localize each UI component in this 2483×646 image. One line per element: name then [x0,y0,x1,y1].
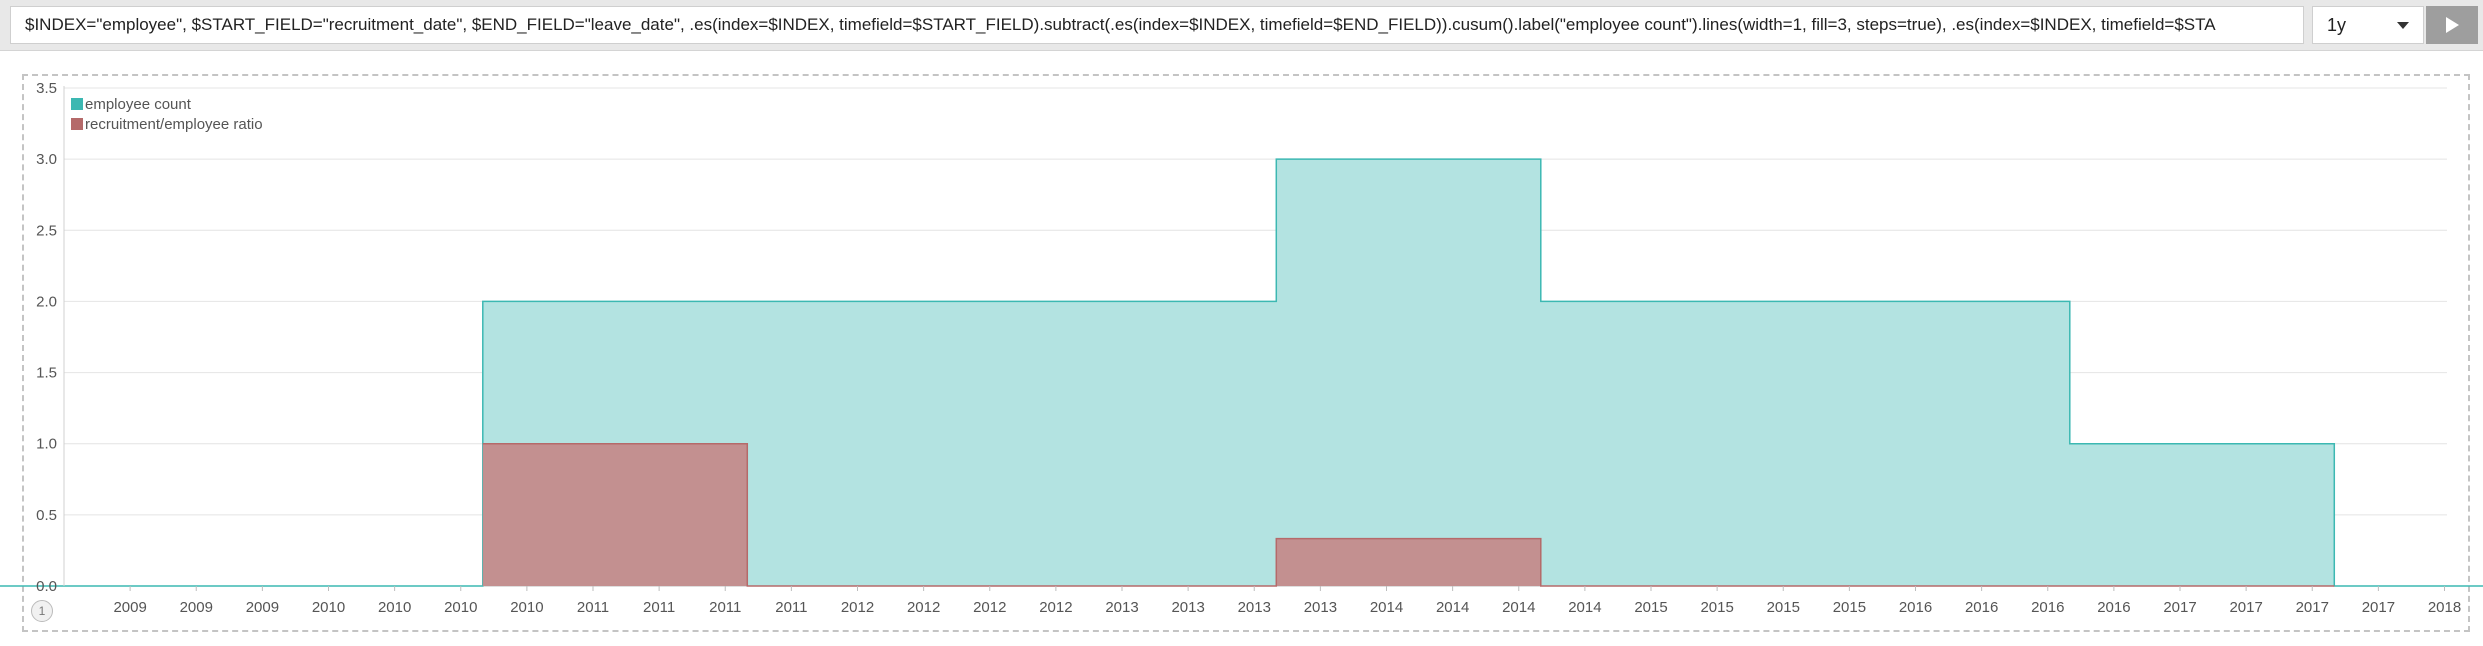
x-tick-label: 2017 [2229,599,2262,616]
interval-select[interactable]: 1y [2312,6,2424,44]
x-tick-label: 2010 [444,599,477,616]
x-tick-label: 2016 [2097,599,2130,616]
x-tick-label: 2016 [1965,599,1998,616]
x-tick-label: 2017 [2296,599,2329,616]
x-tick-label: 2014 [1370,599,1403,616]
x-tick-label: 2013 [1105,599,1138,616]
legend-label: employee count [85,96,191,113]
x-tick-label: 2010 [312,599,345,616]
x-tick-label: 2012 [1039,599,1072,616]
axes: 0.0 0.5 1.0 1.5 2.0 2.5 3.0 3.5 2009 2009 2009 2010… [36,80,2461,616]
x-tick-label: 2014 [1436,599,1469,616]
expression-input[interactable]: $INDEX="employee", $START_FIELD="recruit… [10,6,2304,44]
y-tick-label: 3.0 [36,151,57,168]
y-tick-label: 0.5 [36,507,57,524]
x-tick-label: 2010 [378,599,411,616]
y-tick-label: 3.5 [36,80,57,97]
series-layer [0,158,2483,587]
x-tick-label: 2014 [1568,599,1601,616]
x-tick-label: 2017 [2163,599,2196,616]
y-tick-label: 2.5 [36,222,57,239]
x-tick-label: 2012 [973,599,1006,616]
x-tick-label: 2011 [709,599,741,616]
x-tick-label: 2009 [180,599,213,616]
x-tick-label: 2015 [1700,599,1733,616]
x-tick-label: 2013 [1304,599,1337,616]
page-indicator[interactable]: 1 [31,600,53,622]
series-area-ratio [482,443,2335,586]
x-tick-label: 2014 [1502,599,1535,616]
x-tick-label: 2015 [1767,599,1800,616]
x-tick-label: 2012 [907,599,940,616]
y-tick-label: 2.0 [36,293,57,310]
x-tick-label: 2009 [246,599,279,616]
x-tick-label: 2011 [577,599,609,616]
run-button[interactable] [2426,6,2478,44]
expression-toolbar: $INDEX="employee", $START_FIELD="recruit… [0,0,2483,51]
interval-value: 1y [2327,15,2347,35]
x-tick-label: 2013 [1238,599,1271,616]
x-tick-label: 2017 [2362,599,2395,616]
series-line-ratio [482,442,2335,587]
caret-down-icon [2397,22,2409,29]
x-tick-label: 2016 [1899,599,1932,616]
x-tick-label: 2010 [510,599,543,616]
y-tick-label: 0.0 [36,578,57,595]
legend-item-employee-count[interactable]: employee count [71,95,263,115]
x-tick-label: 2013 [1171,599,1204,616]
x-tick-label: 2012 [841,599,874,616]
legend-swatch [71,118,83,130]
y-tick-label: 1.0 [36,436,57,453]
play-icon [2446,17,2459,33]
legend-label: recruitment/employee ratio [85,116,263,133]
legend-item-ratio[interactable]: recruitment/employee ratio [71,115,263,135]
chart-legend: employee count recruitment/employee rati… [71,95,263,135]
x-tick-label: 2016 [2031,599,2064,616]
x-tick-label: 2015 [1634,599,1667,616]
series-line-employee-count [0,158,2483,587]
y-tick-label: 1.5 [36,365,57,382]
x-tick-label: 2011 [643,599,675,616]
legend-swatch [71,98,83,110]
x-tick-label: 2011 [775,599,807,616]
x-tick-label: 2009 [113,599,146,616]
x-tick-label: 2015 [1833,599,1866,616]
chart-panel [22,74,2470,632]
x-tick-label: 2018 [2428,599,2461,616]
